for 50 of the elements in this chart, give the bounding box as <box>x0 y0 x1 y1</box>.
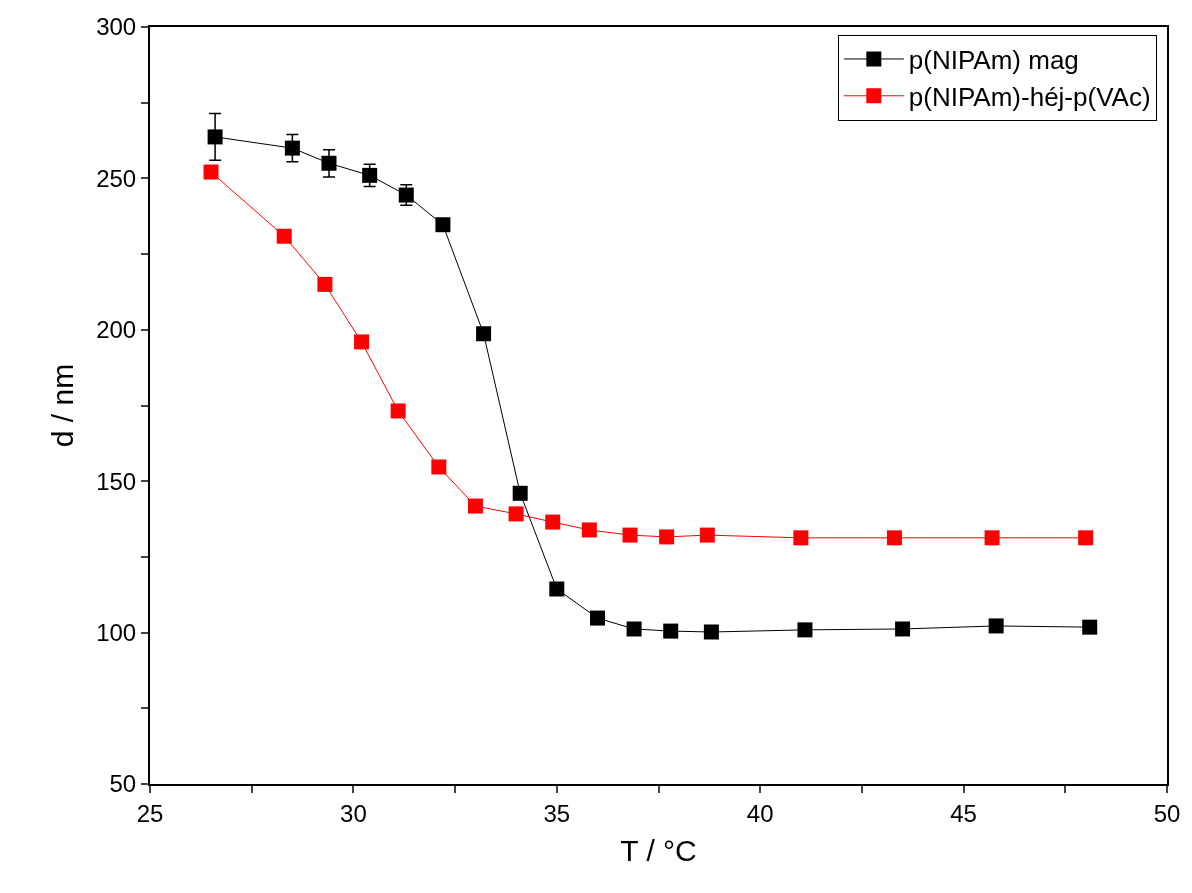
point <box>284 140 300 156</box>
point <box>988 618 1004 634</box>
y-tick-label: 200 <box>96 316 137 344</box>
y-tick-label: 50 <box>109 770 137 798</box>
x-tick-label: 30 <box>340 799 367 827</box>
point <box>203 164 219 180</box>
point <box>703 624 719 640</box>
y-tick-label: 100 <box>96 619 137 646</box>
point <box>545 514 561 530</box>
y-axis-title: d / nm <box>45 363 79 448</box>
point <box>390 403 406 419</box>
point <box>467 498 483 514</box>
x-tick-label: 50 <box>1153 799 1181 827</box>
point <box>354 334 370 350</box>
x-tick-label: 35 <box>543 799 571 827</box>
y-tick-label: 250 <box>96 164 137 192</box>
point <box>663 623 679 639</box>
point <box>435 217 451 233</box>
point <box>984 530 1000 546</box>
point <box>699 527 715 543</box>
point <box>622 527 638 543</box>
y-tick-label: 300 <box>96 13 137 41</box>
legend-label: p(NIPAm)-héj-p(VAc) <box>908 81 1151 112</box>
point <box>793 530 809 546</box>
point <box>431 459 447 475</box>
point <box>276 228 292 244</box>
legend-label: p(NIPAm) mag <box>908 45 1079 76</box>
x-tick-label: 40 <box>746 799 774 827</box>
point <box>659 529 675 545</box>
x-tick-label: 45 <box>950 799 977 827</box>
point <box>476 326 492 342</box>
point <box>549 581 565 597</box>
point <box>626 621 642 637</box>
point <box>398 187 414 203</box>
x-axis-title: T / °C <box>620 833 697 867</box>
point <box>886 530 902 546</box>
point <box>797 622 813 638</box>
point <box>1078 530 1094 546</box>
point <box>362 167 378 183</box>
x-tick-label: 25 <box>136 799 164 827</box>
point <box>895 621 911 637</box>
point <box>207 129 223 145</box>
point <box>1082 619 1098 635</box>
y-tick-label: 150 <box>96 467 137 495</box>
point <box>321 155 337 171</box>
point <box>581 522 597 538</box>
point <box>512 485 528 501</box>
point <box>589 610 605 626</box>
point <box>508 506 524 522</box>
point <box>317 276 333 292</box>
